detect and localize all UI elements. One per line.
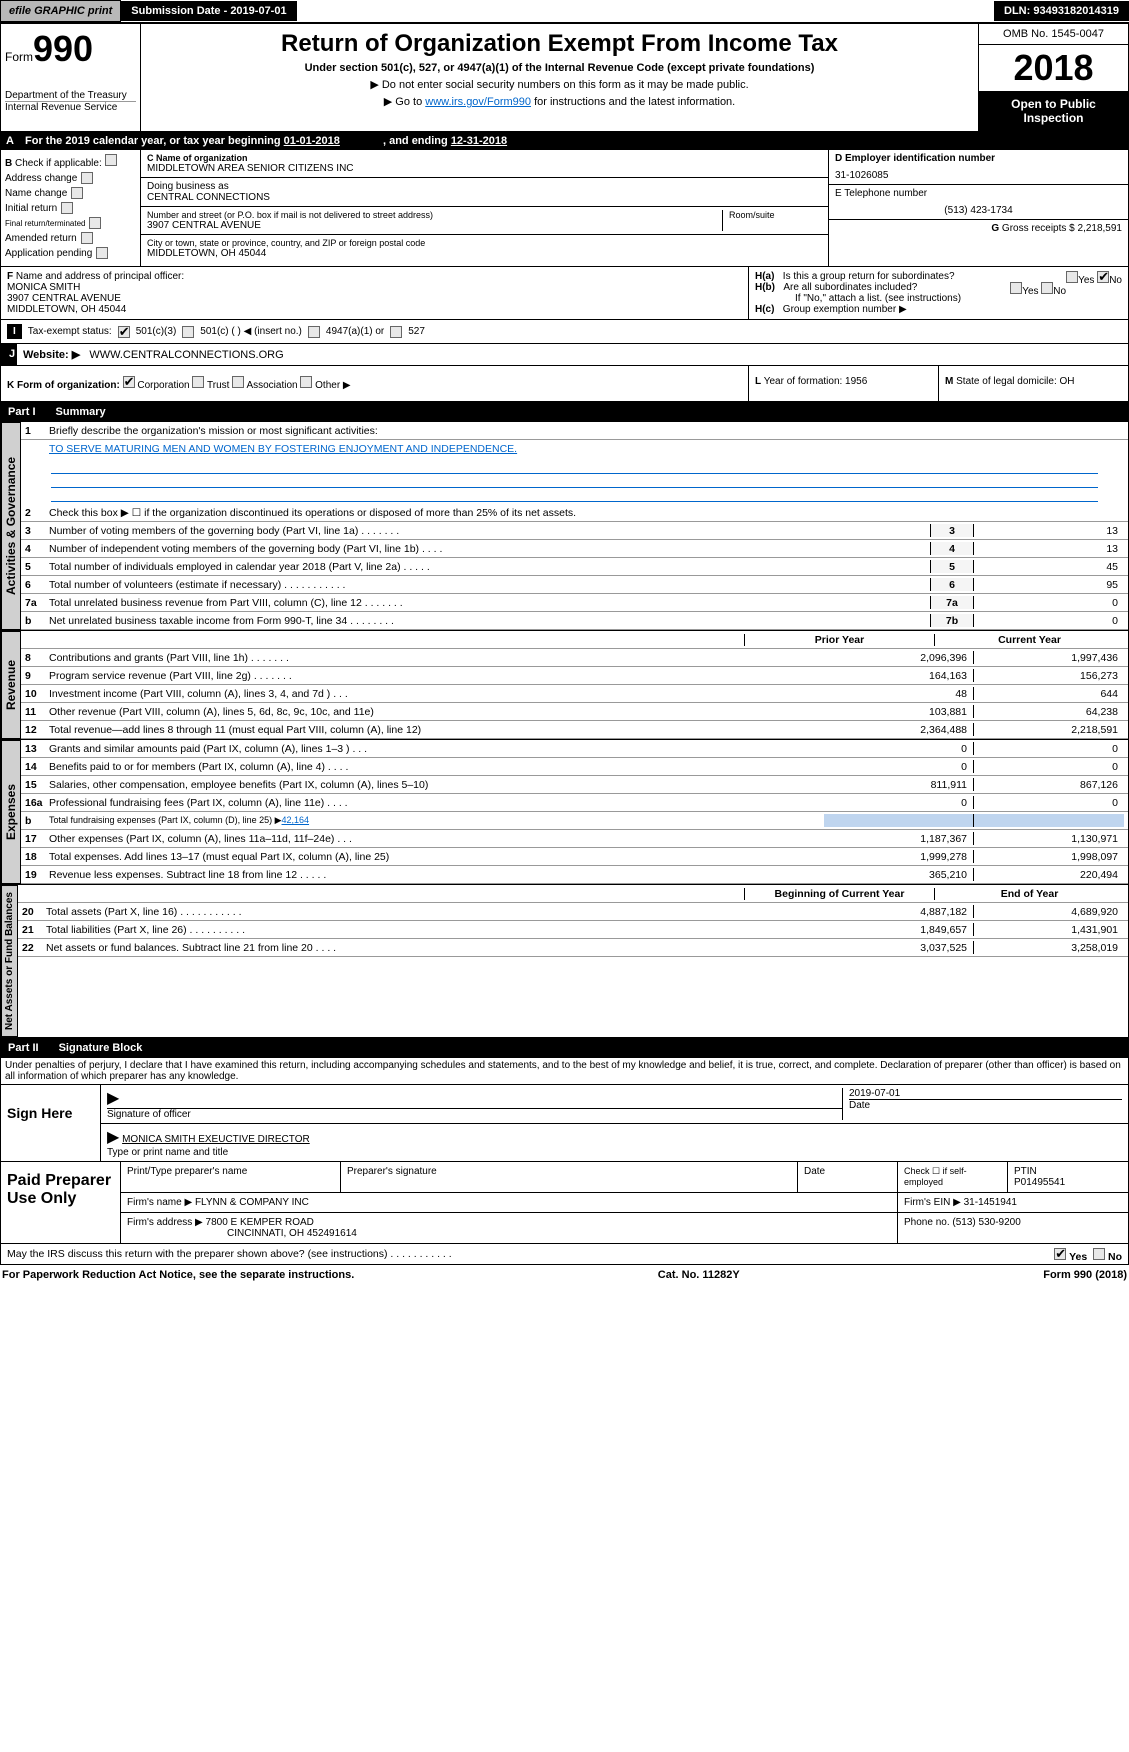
top-bar: efile GRAPHIC print Submission Date - 20…: [0, 0, 1129, 23]
summary-netassets: Net Assets or Fund Balances Beginning of…: [0, 885, 1129, 1038]
org-name: MIDDLETOWN AREA SENIOR CITIZENS INC: [147, 163, 822, 174]
checkbox[interactable]: [61, 202, 73, 214]
form-header: Form990 Department of the Treasury Inter…: [0, 23, 1129, 132]
expenses-label: Expenses: [1, 740, 21, 884]
phone: (513) 423-1734: [835, 205, 1122, 216]
governance-label: Activities & Governance: [1, 422, 21, 630]
website: WWW.CENTRALCONNECTIONS.ORG: [89, 349, 283, 361]
header-left: Form990 Department of the Treasury Inter…: [1, 24, 141, 131]
officer-row: F Name and address of principal officer:…: [0, 267, 1129, 320]
perjury-statement: Under penalties of perjury, I declare th…: [0, 1058, 1129, 1085]
officer-name-title: MONICA SMITH EXEUCTIVE DIRECTOR: [122, 1134, 310, 1145]
form-title: Return of Organization Exempt From Incom…: [147, 30, 972, 58]
irs-link[interactable]: www.irs.gov/Form990: [425, 96, 531, 108]
tax-status-row: I Tax-exempt status: 501(c)(3) 501(c) ( …: [0, 320, 1129, 344]
irs-label: Internal Revenue Service: [5, 101, 136, 113]
page-footer: For Paperwork Reduction Act Notice, see …: [0, 1265, 1129, 1285]
section-d-e-g: D Employer identification number 31-1026…: [828, 150, 1128, 266]
checkbox[interactable]: [96, 247, 108, 259]
form-prefix: Form: [5, 50, 33, 64]
efile-label: efile GRAPHIC print: [0, 0, 121, 22]
checkbox[interactable]: [89, 217, 101, 229]
summary-revenue: Revenue Prior YearCurrent Year 8Contribu…: [0, 631, 1129, 740]
submission-date: Submission Date - 2019-07-01: [121, 1, 296, 21]
part2-header: Part II Signature Block: [0, 1038, 1129, 1058]
checkbox[interactable]: [81, 232, 93, 244]
state-domicile: State of legal domicile: OH: [956, 376, 1074, 387]
header-right: OMB No. 1545-0047 2018 Open to Public In…: [978, 24, 1128, 131]
officer-name: MONICA SMITH: [7, 282, 80, 293]
entity-block: B Check if applicable: Address change Na…: [0, 150, 1129, 267]
website-row: J Website: ▶ WWW.CENTRALCONNECTIONS.ORG: [0, 344, 1129, 366]
header-mid: Return of Organization Exempt From Incom…: [141, 24, 978, 131]
section-b: B Check if applicable: Address change Na…: [1, 150, 141, 266]
subtitle-1: Under section 501(c), 527, or 4947(a)(1)…: [147, 62, 972, 74]
dept-treasury: Department of the Treasury: [5, 90, 136, 101]
k-org-row: K Form of organization: Corporation Trus…: [0, 366, 1129, 402]
summary-expenses: Expenses 13Grants and similar amounts pa…: [0, 740, 1129, 885]
ein: 31-1026085: [835, 170, 1122, 181]
gross-receipts: Gross receipts $ 2,218,591: [1002, 223, 1122, 234]
section-c: C Name of organization MIDDLETOWN AREA S…: [141, 150, 828, 266]
city-state-zip: MIDDLETOWN, OH 45044: [147, 248, 822, 259]
netassets-label: Net Assets or Fund Balances: [1, 885, 18, 1037]
ptin: P01495541: [1014, 1177, 1065, 1188]
firm-phone: (513) 530-9200: [952, 1217, 1020, 1228]
revenue-label: Revenue: [1, 631, 21, 739]
open-to-public: Open to Public Inspection: [979, 91, 1128, 131]
part1-header: Part I Summary: [0, 402, 1129, 422]
subtitle-2: ▶ Do not enter social security numbers o…: [147, 78, 972, 91]
mission-text[interactable]: TO SERVE MATURING MEN AND WOMEN BY FOSTE…: [49, 443, 517, 455]
checkbox[interactable]: [71, 187, 83, 199]
checkbox[interactable]: [105, 154, 117, 166]
omb-number: OMB No. 1545-0047: [979, 24, 1128, 45]
tax-year: 2018: [979, 45, 1128, 91]
street-address: 3907 CENTRAL AVENUE: [147, 220, 722, 231]
summary-governance: Activities & Governance 1Briefly describ…: [0, 422, 1129, 631]
discuss-row: May the IRS discuss this return with the…: [0, 1244, 1129, 1265]
firm-name: FLYNN & COMPANY INC: [195, 1197, 309, 1208]
form-number: 990: [33, 28, 93, 69]
sign-here-block: Sign Here ▶Signature of officer 2019-07-…: [0, 1085, 1129, 1162]
firm-address: 7800 E KEMPER ROAD: [206, 1217, 314, 1228]
paid-preparer-block: Paid Preparer Use Only Print/Type prepar…: [0, 1162, 1129, 1244]
dba: CENTRAL CONNECTIONS: [147, 192, 822, 203]
firm-ein: 31-1451941: [964, 1197, 1017, 1208]
dln: DLN: 93493182014319: [994, 1, 1129, 21]
checkbox[interactable]: [81, 172, 93, 184]
section-a-row: A For the 2019 calendar year, or tax yea…: [0, 132, 1129, 150]
year-formation: Year of formation: 1956: [764, 376, 868, 387]
subtitle-3: ▶ Go to www.irs.gov/Form990 for instruct…: [147, 95, 972, 108]
